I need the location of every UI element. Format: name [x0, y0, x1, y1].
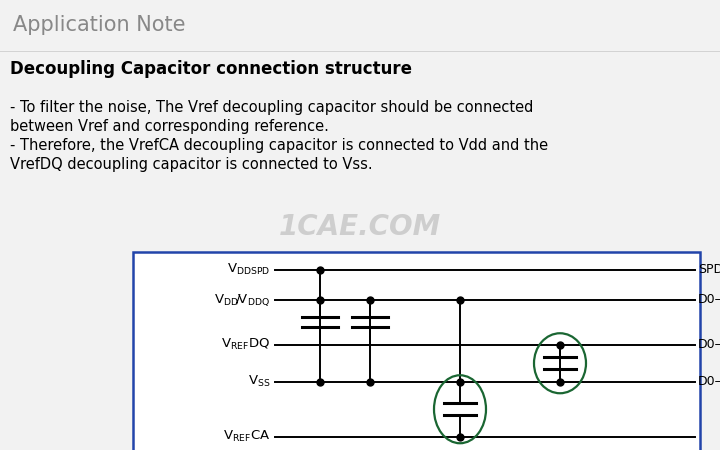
Text: 1CAE.COM: 1CAE.COM	[279, 213, 441, 241]
Text: $\mathsf{V}_{\mathsf{DDSPD}}$: $\mathsf{V}_{\mathsf{DDSPD}}$	[227, 262, 270, 277]
Text: D0–D7: D0–D7	[698, 375, 720, 388]
Text: between Vref and corresponding reference.: between Vref and corresponding reference…	[10, 119, 329, 134]
Text: $\mathsf{V}_{\mathsf{SS}}$: $\mathsf{V}_{\mathsf{SS}}$	[248, 374, 270, 389]
Text: VrefDQ decoupling capacitor is connected to Vss.: VrefDQ decoupling capacitor is connected…	[10, 157, 373, 172]
Text: $\mathsf{V}_{\mathsf{REF}}\mathsf{CA}$: $\mathsf{V}_{\mathsf{REF}}\mathsf{CA}$	[222, 429, 270, 444]
Text: SPD: SPD	[698, 263, 720, 276]
Bar	[133, 252, 700, 450]
Text: Application Note: Application Note	[13, 15, 186, 35]
Text: $\mathsf{V}_{\mathsf{REF}}\mathsf{DQ}$: $\mathsf{V}_{\mathsf{REF}}\mathsf{DQ}$	[221, 337, 270, 352]
Text: D0–D7: D0–D7	[698, 293, 720, 306]
Text: $\mathsf{V}_{\mathsf{DD}}\!/\!\mathsf{V}_{\mathsf{DDQ}}$: $\mathsf{V}_{\mathsf{DD}}\!/\!\mathsf{V}…	[214, 292, 270, 308]
Text: - To filter the noise, The Vref decoupling capacitor should be connected: - To filter the noise, The Vref decoupli…	[10, 100, 534, 115]
Text: - Therefore, the VrefCA decoupling capacitor is connected to Vdd and the: - Therefore, the VrefCA decoupling capac…	[10, 138, 548, 153]
Text: D0–D7: D0–D7	[698, 338, 720, 351]
Text: Decoupling Capacitor connection structure: Decoupling Capacitor connection structur…	[10, 60, 412, 78]
